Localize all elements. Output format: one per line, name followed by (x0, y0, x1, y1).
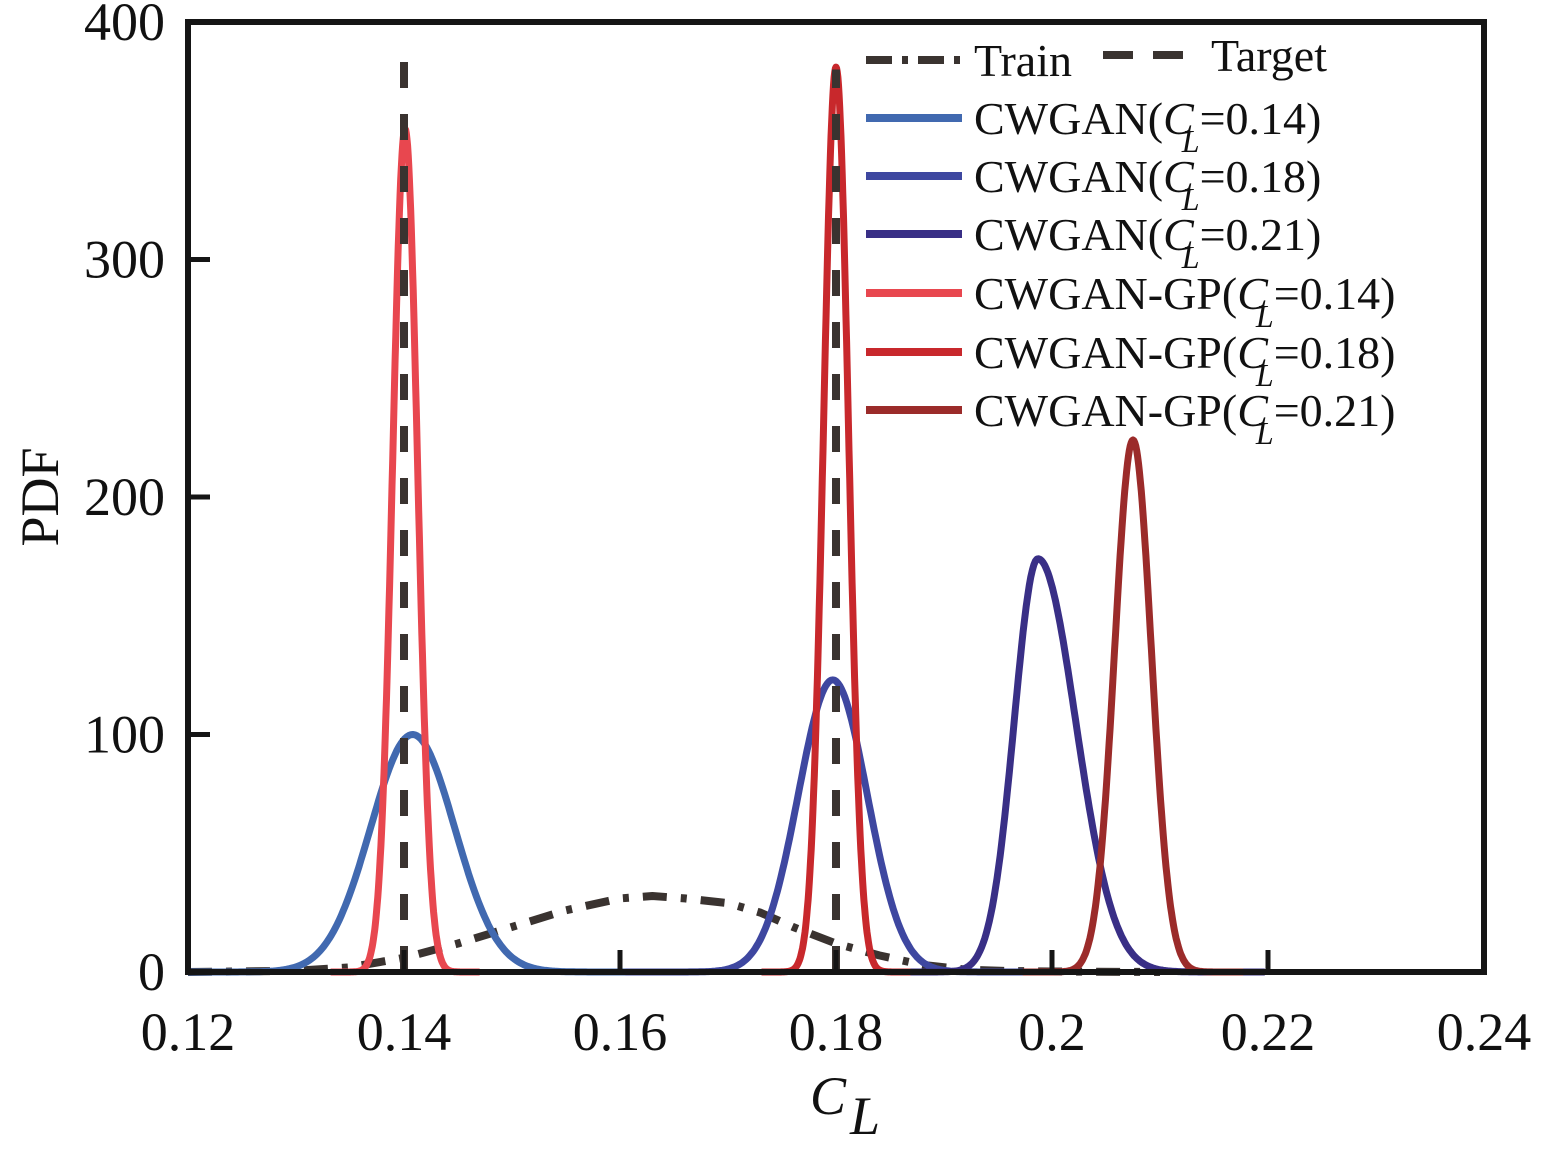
series-train-line (187, 892, 1161, 976)
legend-label: Target (1211, 30, 1327, 81)
x-tick-label: 0.14 (357, 1002, 452, 1062)
x-tick-label: 0.2 (1018, 1002, 1086, 1062)
legend-label: CWGAN(CL=0.18) (974, 151, 1321, 217)
y-axis-label: PDF (10, 447, 70, 546)
series-cwgan-cl-0-18-line (623, 676, 1042, 976)
y-tick-label: 0 (138, 942, 165, 1002)
legend-item-train: Train (866, 35, 1072, 86)
legend-item-cwgan-gp-cl-0-14: CWGAN-GP(CL=0.14) (866, 268, 1395, 334)
x-tick-label: 0.18 (789, 1002, 884, 1062)
x-tick-label: 0.16 (573, 1002, 668, 1062)
axis-ticks: 0.12 0.14 0.16 0.18 0.2 0.22 0.24 0 100 200 300 400 (84, 0, 1531, 1062)
series-cwgan-cl-0-21-line (893, 555, 1267, 976)
legend-label: Train (974, 35, 1072, 86)
y-tick-label: 200 (84, 467, 165, 527)
legend-item-cwgan-gp-cl-0-18: CWGAN-GP(CL=0.18) (866, 327, 1395, 393)
legend-label: CWGAN(CL=0.21) (974, 209, 1321, 275)
legend-item-cwgan-cl-0-21: CWGAN(CL=0.21) (866, 209, 1321, 275)
series-cwgan-gp-cl-0-18-line (758, 63, 914, 976)
y-tick-label: 300 (84, 230, 165, 290)
legend-label: CWGAN-GP(CL=0.21) (974, 385, 1395, 451)
series-cwgan-gp-cl-0-21-line (1020, 436, 1246, 976)
x-axis-label: C L (810, 1066, 880, 1146)
legend-item-cwgan-gp-cl-0-21: CWGAN-GP(CL=0.21) (866, 385, 1395, 451)
legend-item-cwgan-cl-0-18: CWGAN(CL=0.18) (866, 151, 1321, 217)
legend: Train TargetCWGAN(CL=0.14)CWGAN(CL=0.18)C… (866, 30, 1395, 451)
legend-item-target: Target (1103, 30, 1327, 81)
x-tick-label: 0.24 (1437, 1002, 1532, 1062)
y-tick-label: 400 (84, 0, 165, 52)
x-tick-label: 0.22 (1221, 1002, 1316, 1062)
x-axis-label-main: C (810, 1066, 847, 1126)
y-tick-label: 100 (84, 705, 165, 765)
legend-item-cwgan-cl-0-14: CWGAN(CL=0.14) (866, 93, 1321, 159)
x-tick-label: 0.12 (141, 1002, 236, 1062)
legend-label: CWGAN-GP(CL=0.18) (974, 327, 1395, 393)
legend-label: CWGAN(CL=0.14) (974, 93, 1321, 159)
legend-label: CWGAN-GP(CL=0.14) (974, 268, 1395, 334)
x-axis-label-sub: L (849, 1086, 880, 1146)
